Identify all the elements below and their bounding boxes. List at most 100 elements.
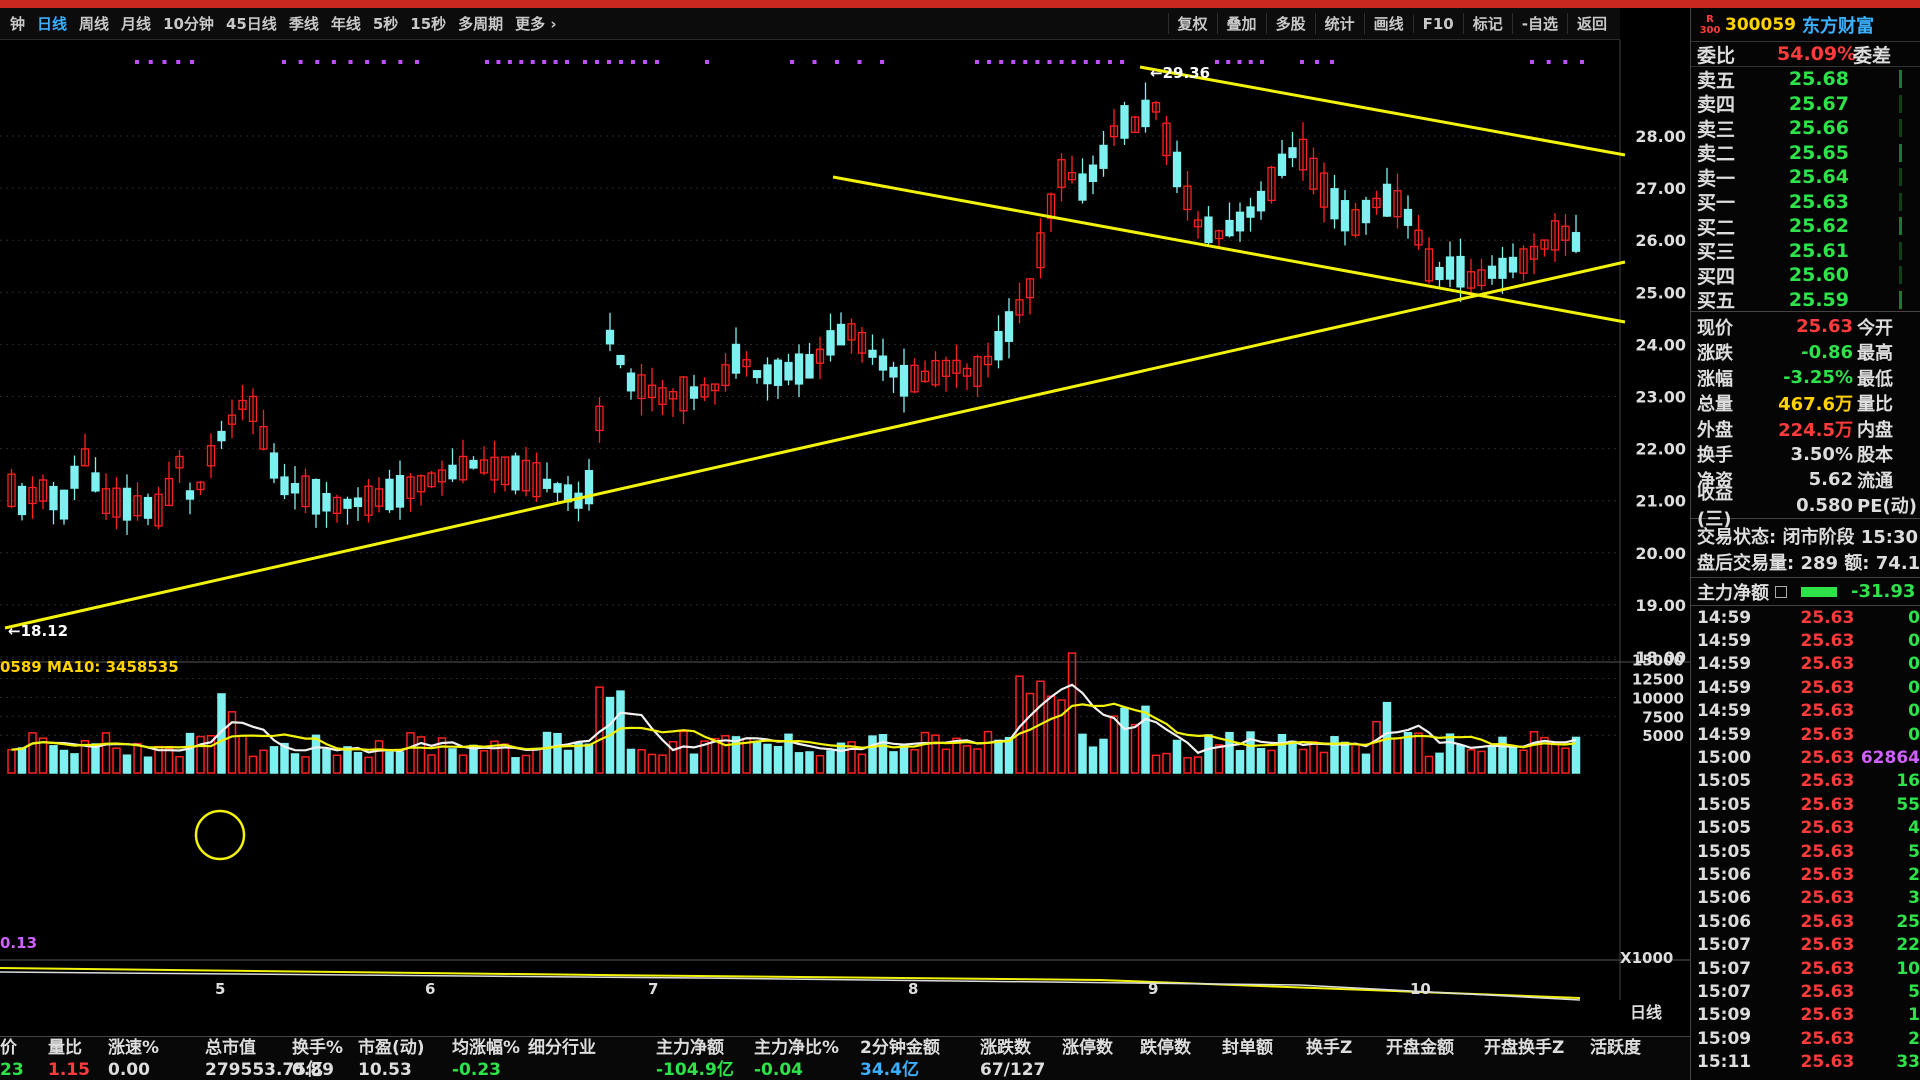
stats-column[interactable]: 主力净额 -104.9亿 [656, 1037, 734, 1080]
candle-body [931, 359, 940, 386]
stats-column[interactable]: 换手% 0.89 [292, 1037, 343, 1080]
volume-bar [574, 742, 583, 774]
volume-bar [1235, 749, 1245, 774]
tick-volume: 62864 [1860, 748, 1920, 769]
stats-column[interactable]: 总市值 279553.75亿 [205, 1037, 323, 1080]
quote-label: 外盘 [1697, 419, 1733, 441]
stats-column[interactable]: 量比 1.15 [48, 1037, 90, 1080]
stats-column[interactable]: 价 23 [0, 1037, 24, 1080]
candle-body [185, 490, 195, 500]
volume-bar [1403, 732, 1413, 774]
tick-volume: 0 [1908, 677, 1920, 698]
bid-row[interactable]: 买一 25.63 [1691, 190, 1920, 214]
volume-bar [1330, 736, 1339, 774]
back-button[interactable]: 返回 [1566, 13, 1616, 34]
volume-bar [1088, 746, 1098, 774]
candle-body [385, 478, 394, 511]
chart-labels: 28.00 27.00 26.00 25.00 24.00 23.00 22.00 21.00… [0, 64, 1686, 1022]
stats-column[interactable]: 涨停数 [1062, 1037, 1113, 1080]
tab-period-more[interactable]: 更多 › [509, 13, 562, 34]
tick-volume: 0 [1908, 631, 1920, 652]
signal-dot [298, 60, 303, 64]
ma-indicator-label: 0589 MA10: 3458535 [0, 658, 179, 676]
tab-period-weekly[interactable]: 周线 [79, 15, 110, 33]
signal-dot [1260, 60, 1264, 64]
quote-value: 25.63 [1796, 316, 1853, 338]
ask-row[interactable]: 卖五 25.68 [1691, 67, 1920, 92]
candle-body [1571, 232, 1581, 252]
quote-label: 净资 [1697, 470, 1733, 492]
tick-list[interactable]: 14:59 25.63 0 14:59 25.63 0 14:59 25.63 0 14:59 25… [1691, 606, 1920, 1074]
volume-bar [91, 743, 100, 774]
tab-period-year[interactable]: 年线 [330, 15, 361, 33]
candle-body [1519, 248, 1528, 274]
signal-dot [415, 60, 419, 64]
tab-period-monthly[interactable]: 月线 [121, 15, 152, 33]
tab-period-quarter[interactable]: 季线 [288, 15, 319, 33]
tick-row: 15:05 25.63 55 [1691, 793, 1920, 816]
ask-row[interactable]: 卖二 25.65 [1691, 141, 1920, 165]
f10-button[interactable]: F10 [1412, 14, 1463, 33]
candle-body [1487, 265, 1497, 279]
stats-column[interactable]: 2分钟金额 34.4亿 [860, 1037, 940, 1080]
stats-column[interactable]: 跌停数 [1140, 1037, 1191, 1080]
stats-column[interactable]: 细分行业 [528, 1037, 596, 1080]
signal-dot [381, 60, 386, 64]
stats-column[interactable]: 换手Z [1306, 1037, 1352, 1080]
tab-period-45day[interactable]: 45日线 [225, 15, 277, 33]
volume-tick-label: 15000 [1632, 652, 1684, 670]
tab-period-5sec[interactable]: 5秒 [372, 15, 399, 33]
stats-column[interactable]: 均涨幅% -0.23 [452, 1037, 520, 1080]
period-label: 日线 [1630, 1003, 1662, 1022]
stats-column[interactable]: 活跃度 [1590, 1037, 1641, 1080]
statistics-button[interactable]: 统计 [1314, 13, 1364, 34]
stats-value: 0.89 [292, 1060, 334, 1080]
tick-price: 25.63 [1800, 771, 1855, 792]
tab-period-multi[interactable]: 多周期 [458, 15, 504, 33]
signal-dot [282, 60, 286, 64]
draw-line-button[interactable]: 画线 [1363, 13, 1413, 34]
kline-chart-area[interactable]: 28.00 27.00 26.00 25.00 24.00 23.00 22.00 21.00… [0, 40, 1690, 1040]
ask-row[interactable]: 卖一 25.64 [1691, 165, 1920, 190]
bid-row[interactable]: 买二 25.62 [1691, 214, 1920, 239]
volume-bar [899, 745, 909, 774]
stats-column[interactable]: 开盘换手Z [1484, 1037, 1564, 1080]
signal-dot [162, 60, 167, 64]
restore-rights-button[interactable]: 复权 [1167, 13, 1217, 34]
remove-watchlist-button[interactable]: -自选 [1511, 13, 1567, 34]
stats-column[interactable]: 涨速% 0.00 [108, 1037, 159, 1080]
overlay-button[interactable]: 叠加 [1216, 13, 1266, 34]
signal-dot [790, 60, 794, 64]
price-tick-label: 24.00 [1635, 335, 1686, 354]
stats-column[interactable]: 开盘金额 [1386, 1037, 1454, 1080]
signal-dot [1095, 60, 1100, 64]
tab-period-minute[interactable]: 钟 [10, 15, 26, 33]
volume-bar [1109, 715, 1119, 774]
multi-stock-button[interactable]: 多股 [1265, 13, 1315, 34]
tab-period-15sec[interactable]: 15秒 [410, 15, 447, 33]
volume-bar [122, 754, 132, 774]
ask-row[interactable]: 卖三 25.66 [1691, 116, 1920, 141]
quote-label-secondary: 量比 [1857, 394, 1893, 416]
bid-row[interactable]: 买四 25.60 [1691, 263, 1920, 288]
stats-column[interactable]: 封单额 [1222, 1037, 1273, 1080]
flow-toggle-checkbox[interactable] [1775, 585, 1787, 598]
volume-bar [542, 731, 552, 774]
volume-bar [826, 750, 835, 774]
bid-row[interactable]: 买五 25.59 [1691, 288, 1920, 312]
stats-header: 换手% [292, 1038, 344, 1058]
volume-unit-label: X1000 [1620, 949, 1673, 967]
ask-label: 卖一 [1697, 167, 1736, 190]
stats-column[interactable]: 市盈(动) 10.53 [358, 1037, 425, 1080]
ask-row[interactable]: 卖四 25.67 [1691, 92, 1920, 116]
stats-column[interactable]: 涨跌数 67/127 [980, 1037, 1045, 1080]
mark-button[interactable]: 标记 [1462, 13, 1512, 34]
volume-bar [427, 754, 436, 774]
tab-period-daily[interactable]: 日线 [37, 15, 68, 33]
stats-column[interactable]: 主力净比% -0.04 [754, 1037, 839, 1080]
kline-chart[interactable]: 28.00 27.00 26.00 25.00 24.00 23.00 22.00 21.00… [0, 40, 1690, 1040]
bid-row[interactable]: 买三 25.61 [1691, 239, 1920, 263]
tab-period-10min[interactable]: 10分钟 [163, 15, 214, 33]
volume-bar [353, 751, 363, 774]
stock-name[interactable]: 东方财富 [1801, 15, 1874, 37]
